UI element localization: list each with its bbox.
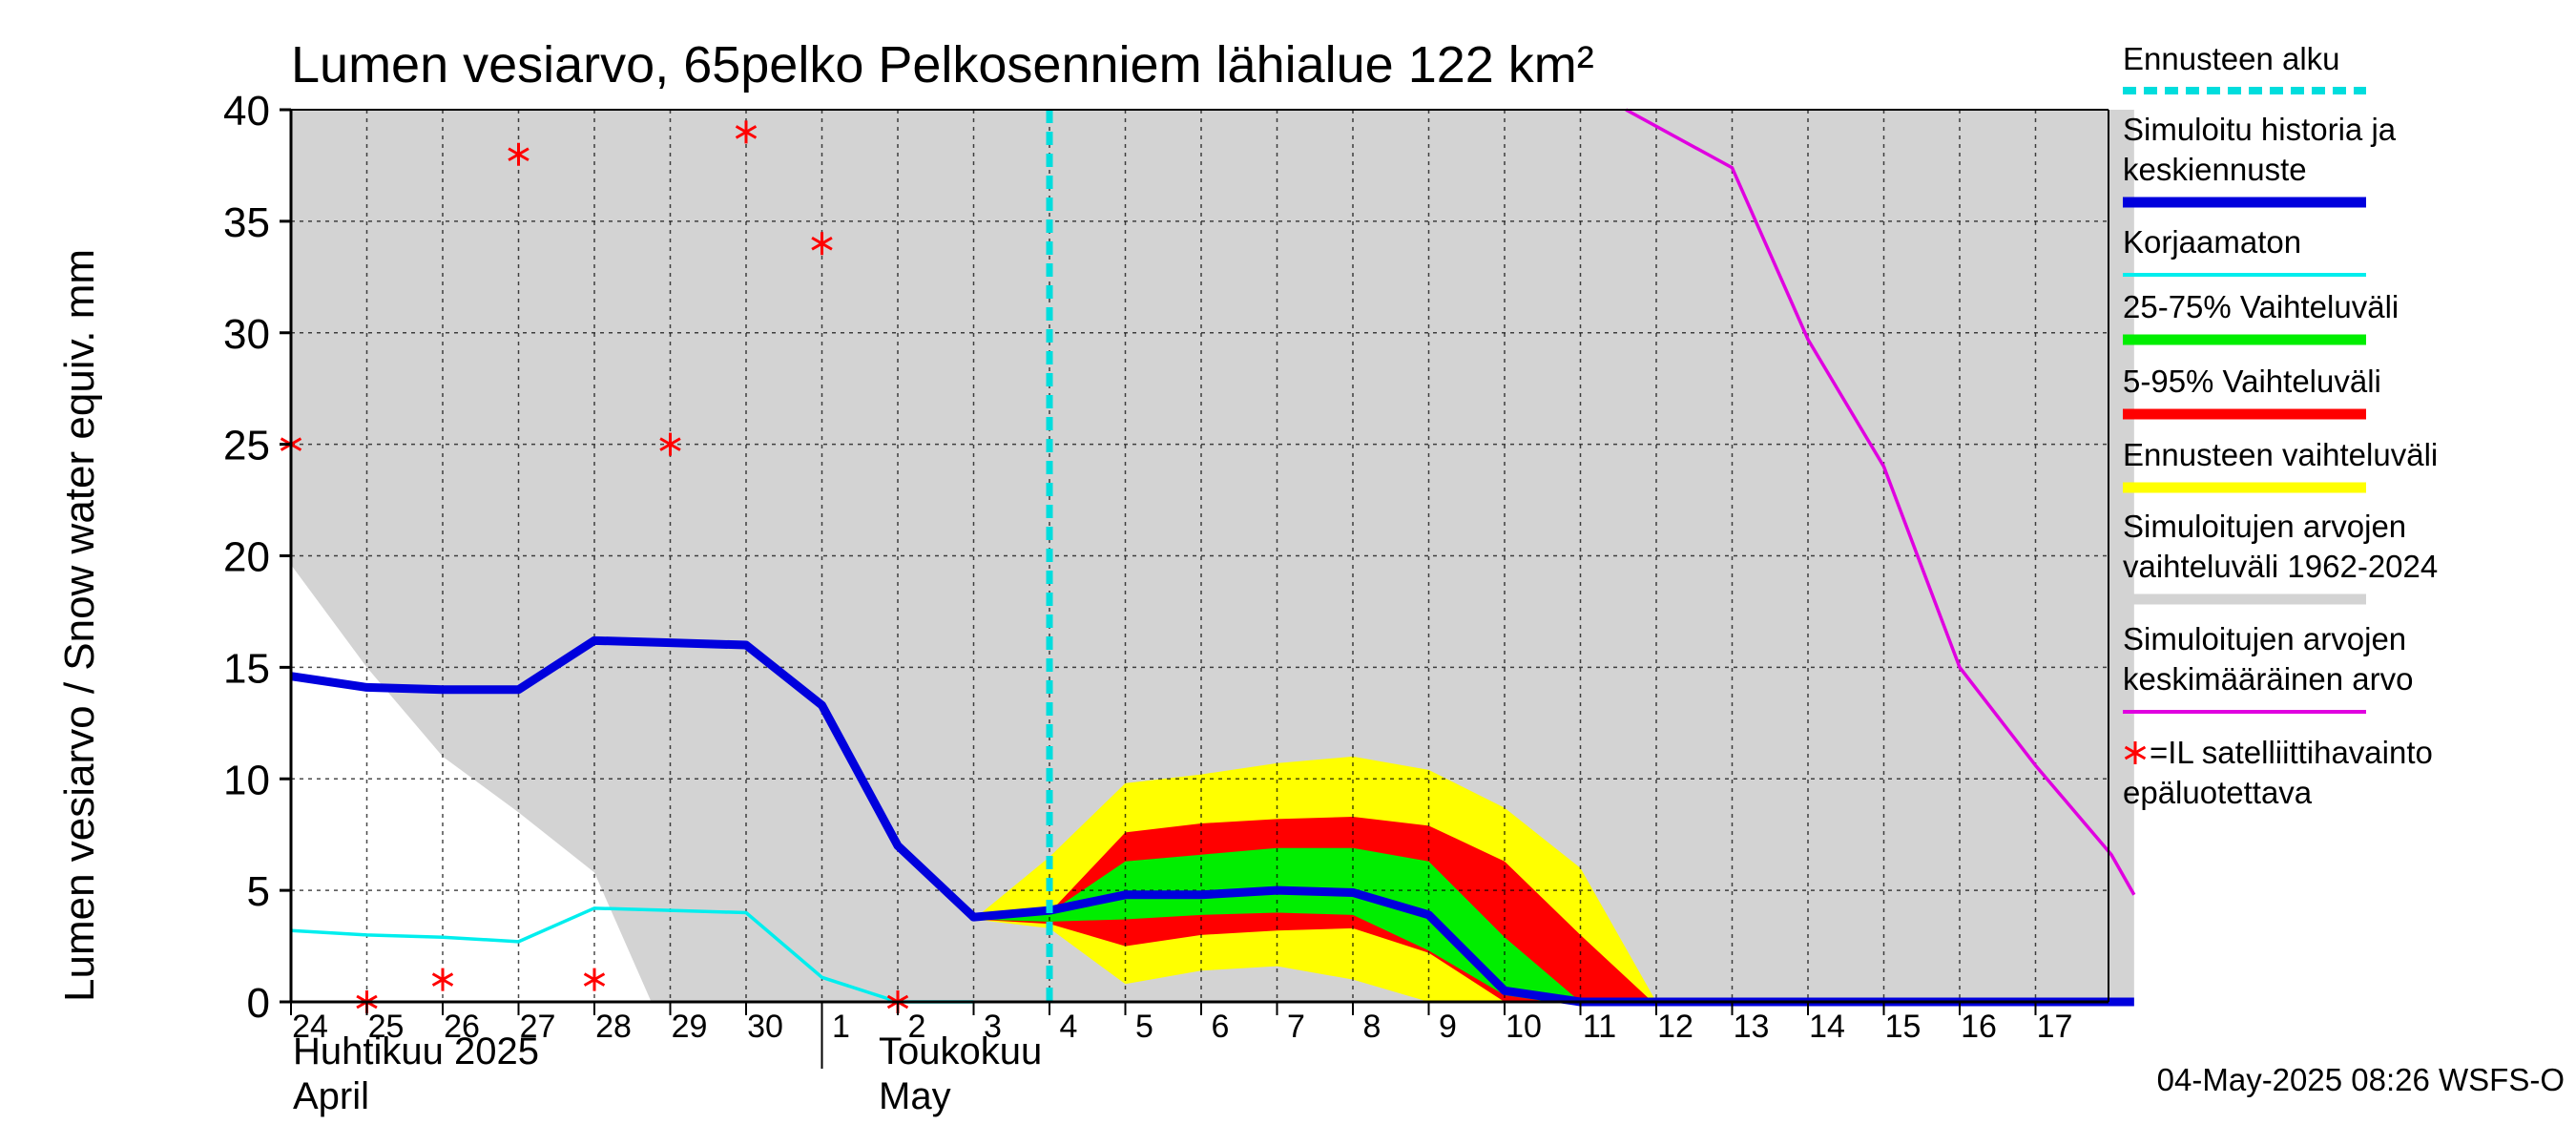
y-tick-label: 25 <box>223 423 270 469</box>
legend-label: keskimääräinen arvo <box>2123 661 2413 697</box>
legend-label: 5-95% Vaihteluväli <box>2123 364 2381 399</box>
y-tick-label: 5 <box>247 868 270 915</box>
x-tick-label: 7 <box>1287 1009 1305 1045</box>
y-axis-label: Lumen vesiarvo / Snow water equiv. mm <box>56 249 103 1002</box>
x-tick-label: 26 <box>444 1009 480 1045</box>
month-label: May <box>879 1075 951 1117</box>
y-tick-label: 40 <box>223 88 270 135</box>
legend-label: Ennusteen vaihteluväli <box>2123 437 2438 472</box>
x-tick-label: 3 <box>984 1009 1002 1045</box>
x-tick-label: 30 <box>747 1009 783 1045</box>
x-tick-label: 9 <box>1439 1009 1457 1045</box>
y-tick-label: 15 <box>223 645 270 692</box>
x-tick-label: 13 <box>1734 1009 1770 1045</box>
legend-label: epäluotettava <box>2123 775 2313 810</box>
x-tick-label: 11 <box>1583 1009 1616 1045</box>
legend-label: vaihteluväli 1962-2024 <box>2123 549 2438 584</box>
x-tick-label: 4 <box>1060 1009 1078 1045</box>
x-tick-label: 14 <box>1809 1009 1845 1045</box>
legend-label: Korjaamaton <box>2123 224 2301 260</box>
x-tick-label: 10 <box>1506 1009 1542 1045</box>
y-tick-label: 35 <box>223 199 270 246</box>
band-25-75 <box>973 847 2134 1002</box>
observation-point <box>508 142 530 166</box>
y-tick-label: 0 <box>247 980 270 1027</box>
x-tick-label: 5 <box>1135 1009 1153 1045</box>
x-tick-label: 24 <box>292 1009 328 1045</box>
month-label: Toukokuu <box>879 1030 1042 1072</box>
y-tick-label: 20 <box>223 534 270 581</box>
observation-point <box>583 968 606 991</box>
legend-label: Ennusteen alku <box>2123 41 2340 76</box>
x-tick-label: 8 <box>1363 1009 1381 1045</box>
observation-point <box>431 968 454 991</box>
forecast-range-band <box>973 756 2134 1002</box>
series-line-2 <box>290 906 974 1004</box>
legend-label: Simuloitujen arvojen <box>2123 621 2406 656</box>
series-line-3 <box>1625 108 2136 896</box>
legend-label: keskiennuste <box>2123 152 2307 187</box>
chart-title: Lumen vesiarvo, 65pelko Pelkosenniem läh… <box>291 36 1594 94</box>
x-tick-label: 6 <box>1212 1009 1230 1045</box>
x-tick-label: 25 <box>368 1009 405 1045</box>
legend-label: Simuloitujen arvojen <box>2123 509 2406 544</box>
footer-timestamp: 04-May-2025 08:26 WSFS-O <box>2157 1062 2565 1097</box>
y-tick-label: 10 <box>223 757 270 803</box>
observation-point <box>659 432 681 456</box>
legend-label: =IL satelliittihavainto <box>2150 735 2433 770</box>
legend: Ennusteen alku Simuloitu historia ja keski… <box>2123 41 2438 810</box>
x-tick-label: 28 <box>595 1009 632 1045</box>
month-label: Huhtikuu 2025 <box>293 1030 539 1072</box>
x-tick-label: 29 <box>672 1009 708 1045</box>
x-tick-label: 12 <box>1657 1009 1693 1045</box>
legend-label: 25-75% Vaihteluväli <box>2123 289 2399 324</box>
x-tick-label: 2 <box>908 1009 926 1045</box>
x-tick-label: 17 <box>2037 1009 2073 1045</box>
legend-label: Simuloitu historia ja <box>2123 112 2397 147</box>
x-tick-label: 27 <box>520 1009 556 1045</box>
x-tick-label: 15 <box>1885 1009 1922 1045</box>
observation-point <box>811 232 833 256</box>
month-label: April <box>293 1075 369 1117</box>
x-tick-label: 16 <box>1961 1009 1997 1045</box>
x-tick-label: 1 <box>832 1009 850 1045</box>
observation-point <box>735 120 758 144</box>
series-line-1 <box>290 635 2134 1007</box>
legend-star-swatch <box>2124 741 2147 764</box>
y-tick-label: 30 <box>223 311 270 358</box>
